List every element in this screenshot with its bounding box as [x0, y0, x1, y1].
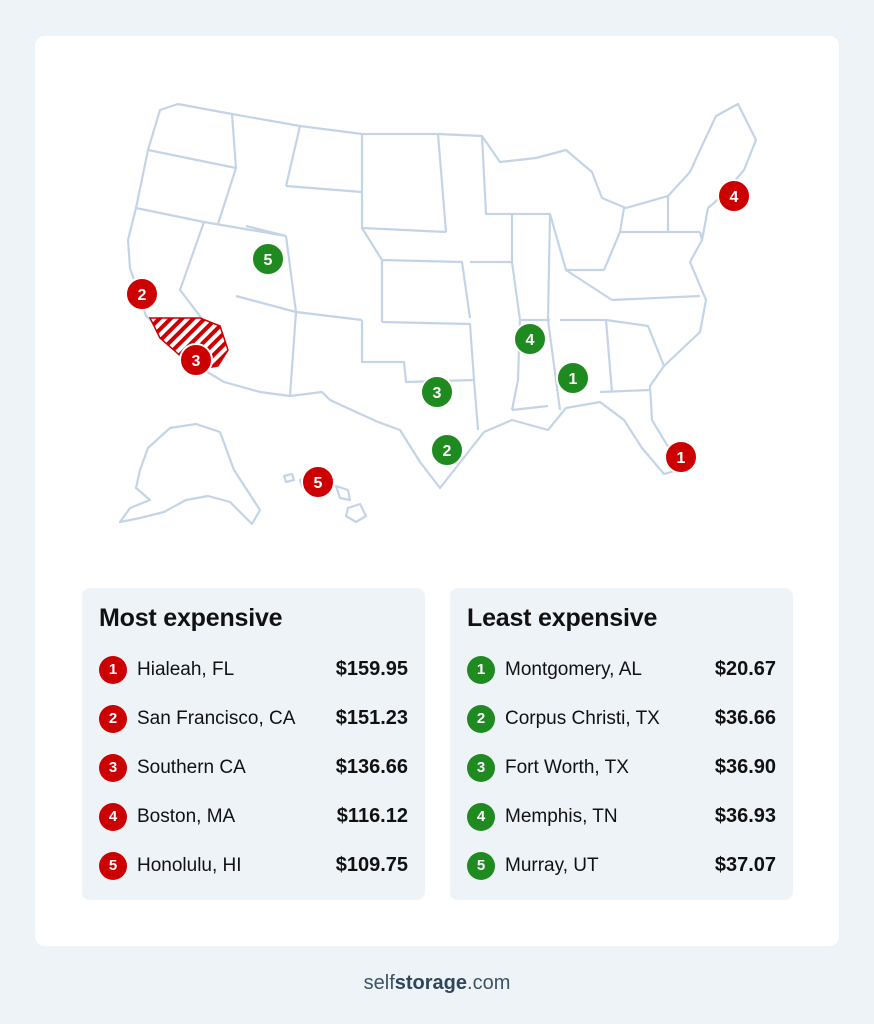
- most-marker-3: 3: [179, 343, 213, 377]
- most-expensive-panel: Most expensive 1 Hialeah, FL $159.95 2 S…: [82, 588, 425, 900]
- least-row-4: 4 Memphis, TN $36.93: [467, 803, 776, 831]
- city-name: Southern CA: [137, 757, 246, 778]
- most-marker-2: 2: [125, 277, 159, 311]
- price-value: $151.23: [335, 707, 408, 729]
- brand-bold: storage: [394, 972, 468, 994]
- svg-text:2: 2: [138, 287, 147, 304]
- contiguous-us-outline: [126, 102, 758, 490]
- rank-badge: 3: [99, 754, 127, 782]
- least-row-5: 5 Murray, UT $37.07: [467, 852, 776, 880]
- svg-text:2: 2: [443, 443, 452, 460]
- svg-text:1: 1: [677, 450, 686, 467]
- us-map: 1 2 3 4 5 1 2 3 4 5: [118, 102, 758, 526]
- least-marker-2: 2: [430, 433, 464, 467]
- rank-badge: 2: [467, 705, 495, 733]
- most-marker-4: 4: [717, 179, 751, 213]
- least-marker-4: 4: [513, 322, 547, 356]
- most-row-4: 4 Boston, MA $116.12: [99, 803, 408, 831]
- least-marker-3: 3: [420, 375, 454, 409]
- svg-text:1: 1: [569, 371, 578, 388]
- alaska-outline: [118, 422, 262, 526]
- city-name: Hialeah, FL: [137, 659, 235, 680]
- brand-prefix: self: [363, 972, 395, 994]
- most-row-1: 1 Hialeah, FL $159.95: [99, 656, 408, 684]
- price-value: $136.66: [335, 756, 408, 778]
- most-expensive-title: Most expensive: [99, 604, 283, 632]
- least-expensive-title: Least expensive: [467, 604, 658, 632]
- most-row-3: 3 Southern CA $136.66: [99, 754, 408, 782]
- city-name: Memphis, TN: [505, 806, 618, 827]
- rank-badge: 4: [99, 803, 127, 831]
- most-marker-5: 5: [301, 465, 335, 499]
- svg-text:3: 3: [192, 353, 201, 370]
- rank-badge: 5: [99, 852, 127, 880]
- city-name: Fort Worth, TX: [505, 757, 629, 778]
- svg-text:3: 3: [433, 385, 442, 402]
- svg-text:5: 5: [314, 475, 323, 492]
- rank-badge: 1: [467, 656, 495, 684]
- city-name: Murray, UT: [505, 855, 599, 876]
- price-value: $36.93: [714, 805, 776, 827]
- rank-badge: 1: [99, 656, 127, 684]
- city-name: Boston, MA: [137, 806, 236, 827]
- city-name: Honolulu, HI: [137, 855, 242, 876]
- price-value: $36.90: [714, 756, 776, 778]
- price-value: $109.75: [335, 854, 408, 876]
- city-name: Montgomery, AL: [505, 659, 642, 680]
- state-borders: [135, 113, 704, 431]
- city-name: San Francisco, CA: [137, 708, 296, 729]
- rank-badge: 2: [99, 705, 127, 733]
- most-row-5: 5 Honolulu, HI $109.75: [99, 852, 408, 880]
- least-row-2: 2 Corpus Christi, TX $36.66: [467, 705, 776, 733]
- svg-text:4: 4: [526, 332, 535, 349]
- most-row-2: 2 San Francisco, CA $151.23: [99, 705, 408, 733]
- least-row-3: 3 Fort Worth, TX $36.90: [467, 754, 776, 782]
- svg-text:5: 5: [264, 252, 273, 269]
- least-marker-1: 1: [556, 361, 590, 395]
- price-value: $20.67: [714, 658, 776, 680]
- least-marker-5: 5: [251, 242, 285, 276]
- least-row-1: 1 Montgomery, AL $20.67: [467, 656, 776, 684]
- price-value: $116.12: [336, 805, 408, 827]
- rank-badge: 5: [467, 852, 495, 880]
- brand-suffix: .com: [467, 972, 511, 994]
- rank-badge: 3: [467, 754, 495, 782]
- svg-text:4: 4: [730, 189, 739, 206]
- most-marker-1: 1: [664, 440, 698, 474]
- brand-footer: selfstorage.com: [0, 972, 874, 995]
- price-value: $36.66: [714, 707, 776, 729]
- price-value: $37.07: [714, 854, 776, 876]
- price-value: $159.95: [335, 658, 408, 680]
- rank-badge: 4: [467, 803, 495, 831]
- least-expensive-panel: Least expensive 1 Montgomery, AL $20.67 …: [450, 588, 793, 900]
- map-markers: 1 2 3 4 5 1 2 3 4 5: [125, 179, 751, 499]
- city-name: Corpus Christi, TX: [505, 708, 660, 729]
